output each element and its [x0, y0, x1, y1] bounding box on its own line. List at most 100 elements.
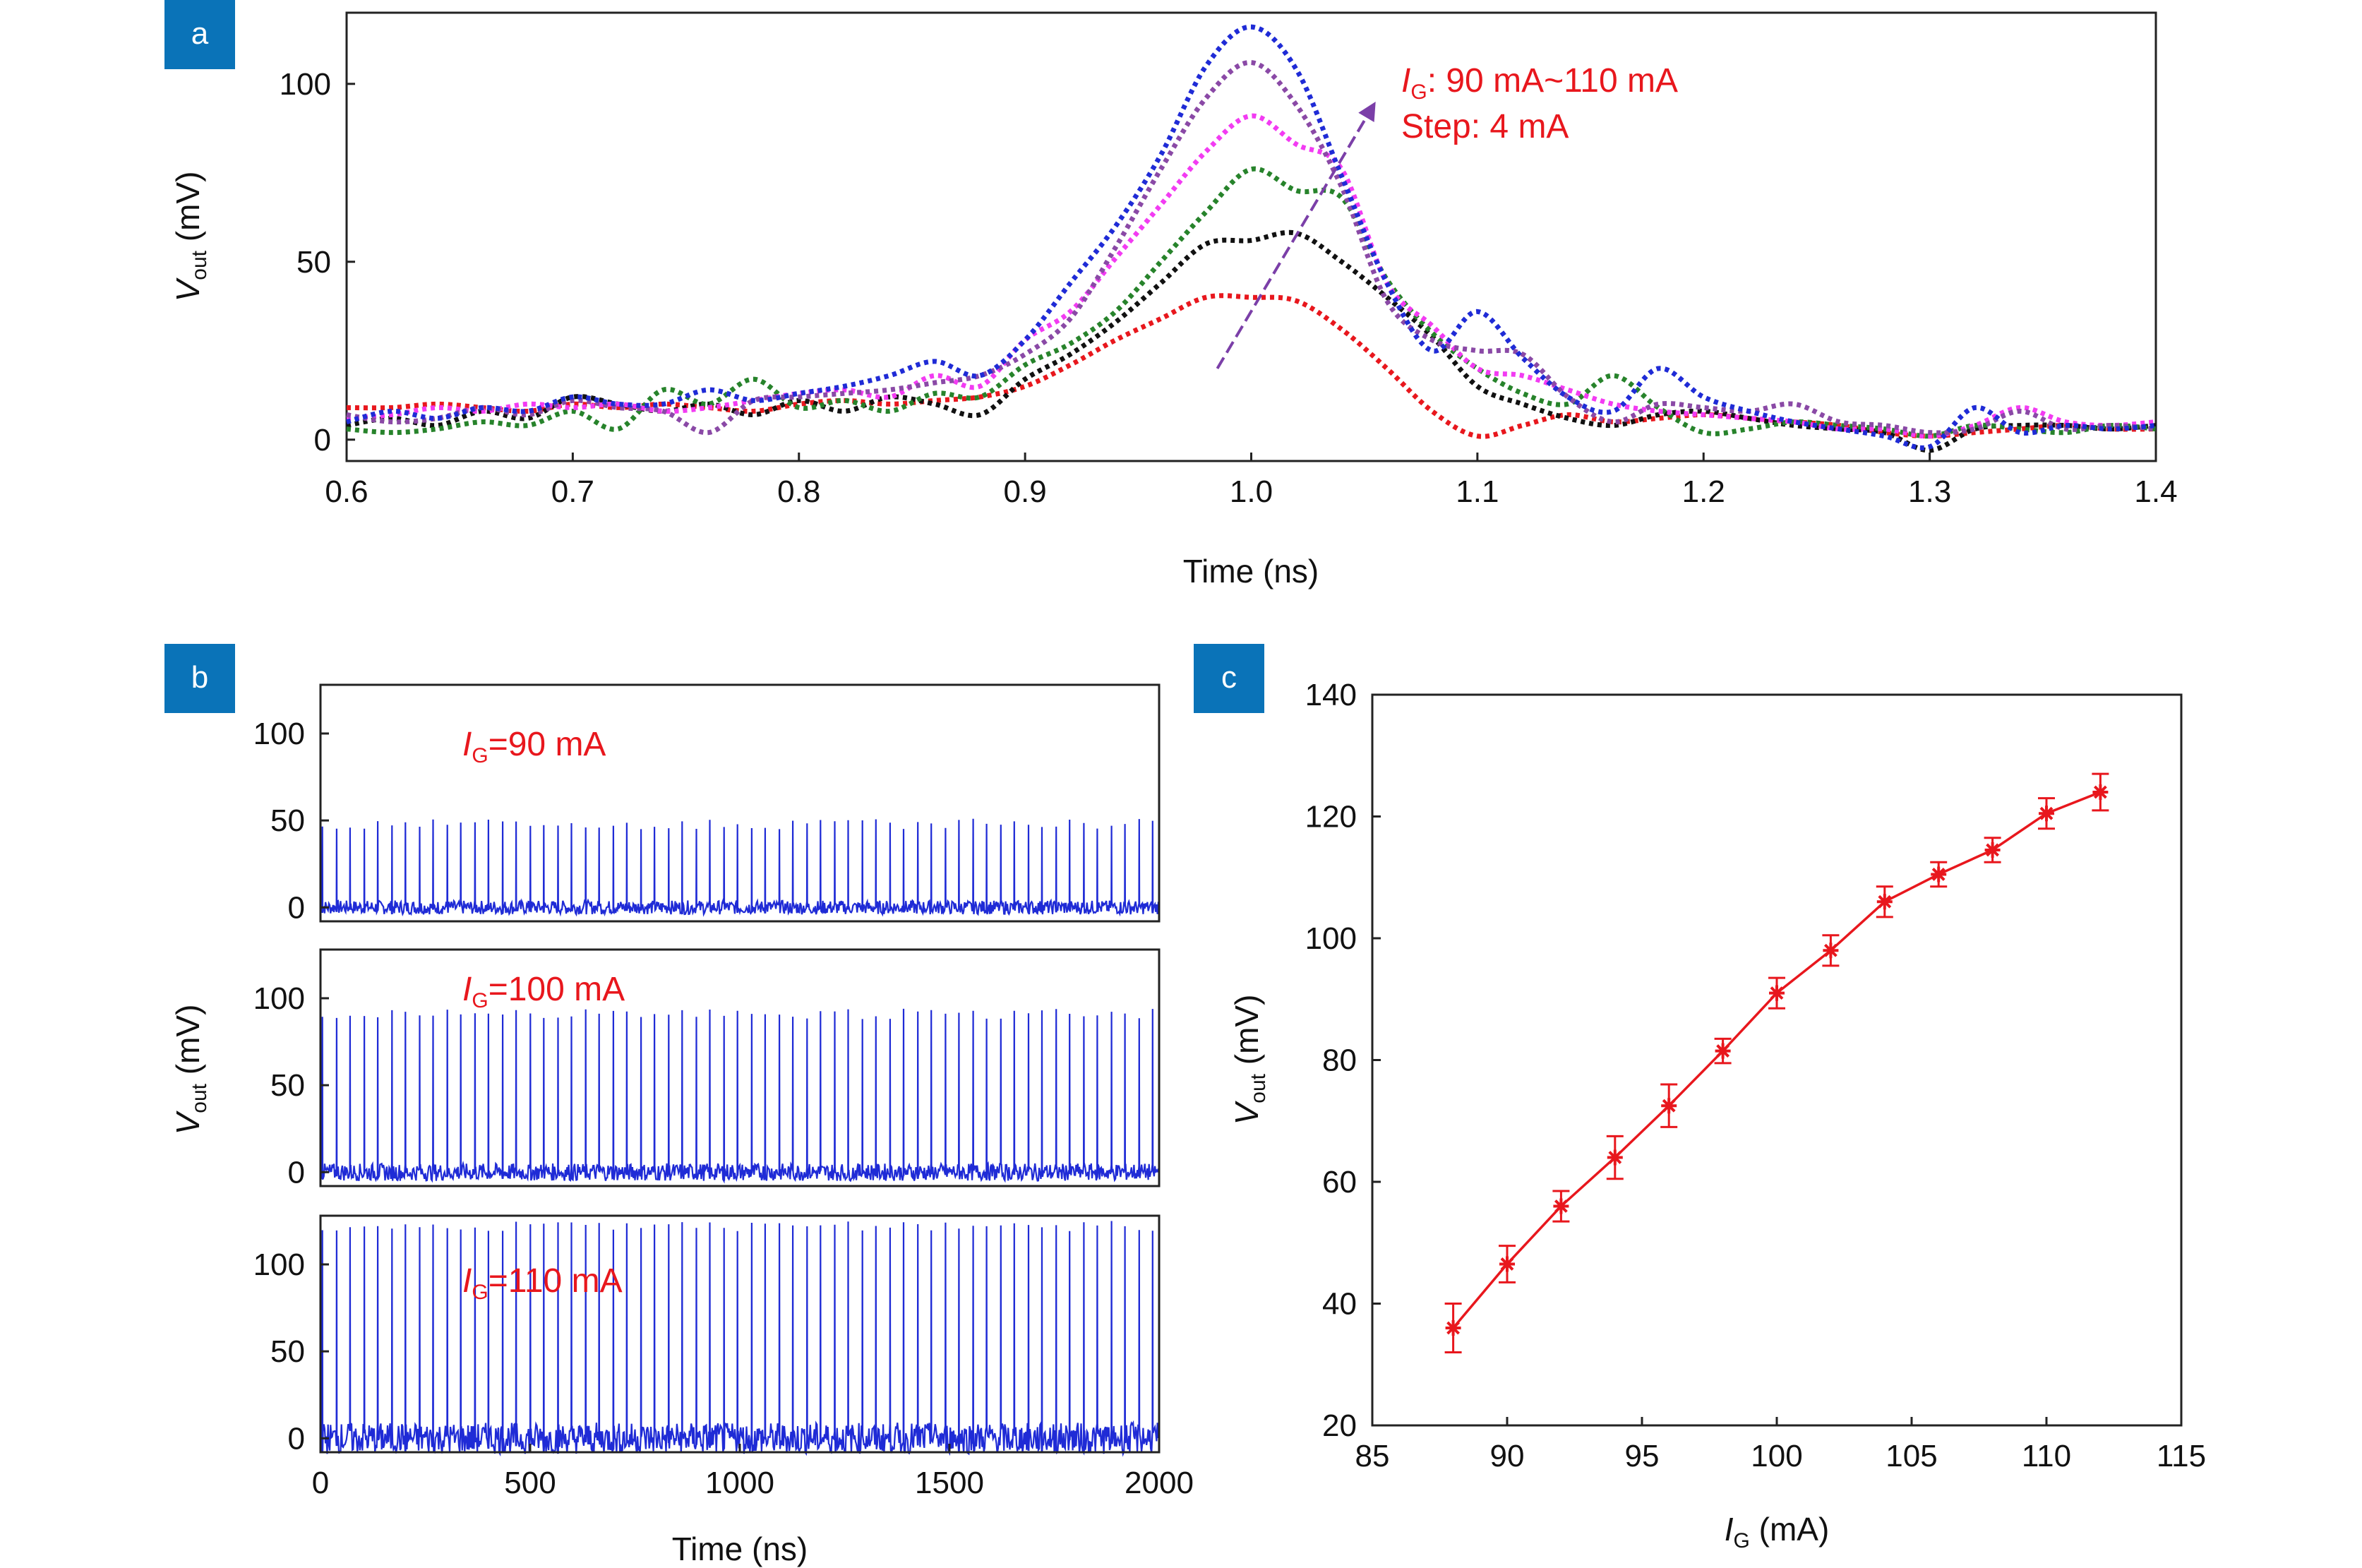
panel-c-xtick-label: 110	[2022, 1439, 2071, 1473]
panel-a-xtick-label: 1.3	[1908, 474, 1951, 509]
panel-b-ytick-label: 0	[288, 1421, 305, 1456]
panel-a-series-94ma	[346, 229, 2157, 453]
panel-a-xtick-label: 1.0	[1230, 474, 1273, 509]
panel-c-xtick-label: 115	[2157, 1439, 2206, 1473]
panel-b-xlabel: Time (ns)	[672, 1531, 808, 1567]
star-marker	[1499, 1256, 1515, 1272]
panel-a-label: a	[191, 16, 209, 51]
legend-ig-range: IG: 90 mA~110 mA	[1401, 62, 1678, 104]
panel-b-frame	[319, 683, 1161, 923]
star-marker	[1715, 1043, 1731, 1059]
panel-c-xtick-label: 85	[1355, 1439, 1390, 1473]
panel-a-xtick-label: 1.1	[1456, 474, 1499, 509]
panel-b-ytick-label: 50	[270, 1334, 305, 1369]
star-marker	[2039, 806, 2054, 822]
panel-b-subplot: 0 50 100 IG=90 mA	[253, 683, 1161, 925]
panel-a-xtick-label: 1.2	[1682, 474, 1725, 509]
panel-b-ytick-label: 100	[253, 717, 305, 751]
panel-b-ytick-label: 100	[253, 981, 305, 1016]
panel-c-data-point	[1930, 861, 1948, 888]
panel-c-data-point	[2038, 797, 2055, 830]
panel-c-label: c	[1221, 660, 1237, 695]
panel-b-ytick-label: 50	[270, 803, 305, 838]
panel-b-label: b	[191, 660, 208, 695]
panel-b-badge	[164, 644, 235, 713]
panel-b-ylabel: Vout (mV)	[169, 1005, 211, 1135]
panel-a-xtick-label: 0.9	[1004, 474, 1047, 509]
panel-b-frame	[319, 1214, 1161, 1454]
panel-c-ytick-label: 120	[1305, 800, 1357, 834]
panel-c-data-point	[1499, 1245, 1516, 1283]
panel-c-xtick-label: 105	[1886, 1439, 1937, 1473]
panel-c-data-point	[1606, 1135, 1624, 1180]
panel-c-xtick-label: 100	[1751, 1439, 1802, 1473]
panel-b-frame	[319, 948, 1161, 1187]
panel-c-data-point	[1984, 837, 2001, 863]
star-marker	[1445, 1320, 1461, 1336]
star-marker	[1769, 985, 1785, 1001]
star-marker	[1876, 894, 1893, 910]
panel-b-trace	[319, 1221, 1161, 1457]
panel-c-ytick-label: 100	[1305, 921, 1357, 956]
panel-a-series-110ma	[346, 24, 2157, 450]
panel-b-xtick-label: 1000	[705, 1466, 774, 1500]
panel-c-ytick-label: 80	[1322, 1043, 1357, 1078]
panel-c-xtick-label: 95	[1625, 1439, 1660, 1473]
panel-b-current-label: IG=100 mA	[462, 971, 625, 1012]
panel-b-trace	[319, 1008, 1161, 1184]
panel-c-ytick-label: 140	[1305, 678, 1357, 712]
panel-c-xtick-label: 90	[1490, 1439, 1525, 1473]
star-marker	[1607, 1149, 1623, 1166]
panel-a-series-98ma	[346, 166, 2157, 439]
panel-a-series-90ma	[346, 293, 2157, 439]
panel-a-xtick-label: 1.4	[2134, 474, 2177, 509]
legend-step: Step: 4 mA	[1401, 108, 1569, 145]
panel-c-data-point	[1714, 1037, 1732, 1065]
panel-a-series-106ma	[346, 60, 2157, 436]
panel-c-ylabel: Vout (mV)	[1228, 995, 1270, 1125]
panel-c-frame	[1371, 693, 2183, 1427]
panel-b-subplot: 0 50 100 IG=100 mA	[253, 948, 1161, 1190]
panel-a-chart: 0.6 0.7 0.8 0.9 1.0 1.1 1.2 1.3 1.4 0 50 100 IG: 90…	[169, 11, 2178, 590]
panel-c-data-point	[1768, 976, 1785, 1010]
star-marker	[1823, 942, 1839, 959]
panel-b-ytick-label: 0	[288, 1155, 305, 1190]
panel-a-badge	[164, 0, 235, 69]
trend-arrowhead	[1358, 101, 1376, 122]
star-marker	[2092, 784, 2109, 800]
panel-c-ytick-label: 20	[1322, 1408, 1357, 1443]
panel-c-badge	[1194, 644, 1264, 713]
panel-a-ytick-label: 0	[314, 423, 331, 457]
star-marker	[1984, 842, 2001, 858]
panel-a-frame	[345, 11, 2157, 462]
panel-c-chart: 85 90 95 100 105 110 115 20 40 60 80 100 120 140 IG (…	[1228, 678, 2206, 1552]
panel-b-current-label: IG=90 mA	[462, 726, 606, 767]
panel-a-ylabel: Vout (mV)	[169, 172, 211, 302]
panel-a-series-102ma	[346, 113, 2157, 439]
panel-a-xtick-label: 0.8	[777, 474, 820, 509]
panel-a-ytick-label: 100	[280, 67, 331, 102]
panel-c-ytick-label: 40	[1322, 1287, 1357, 1322]
panel-b-ytick-label: 50	[270, 1068, 305, 1103]
panel-c-data-point	[1660, 1083, 1678, 1128]
panel-b-ytick-label: 100	[253, 1247, 305, 1282]
panel-b-xtick-label: 0	[312, 1466, 329, 1500]
panel-c-xlabel: IG (mA)	[1725, 1511, 1830, 1552]
panel-c-data-point	[2092, 772, 2109, 812]
star-marker	[1553, 1198, 1569, 1214]
panel-b-xtick-label: 500	[504, 1466, 556, 1500]
panel-c-data-point	[1444, 1303, 1462, 1353]
panel-a-xtick-label: 0.7	[551, 474, 594, 509]
panel-c-data-point	[1876, 885, 1893, 918]
panel-b-trace	[320, 818, 1160, 917]
panel-c-data-point	[1552, 1190, 1570, 1223]
panel-c-ytick-label: 60	[1322, 1165, 1357, 1199]
fit-line	[1452, 791, 2102, 1329]
star-marker	[1931, 866, 1947, 882]
trend-arrow	[1216, 116, 1368, 369]
panel-a-xlabel: Time (ns)	[1183, 553, 1319, 590]
panel-b-ytick-label: 0	[288, 890, 305, 925]
